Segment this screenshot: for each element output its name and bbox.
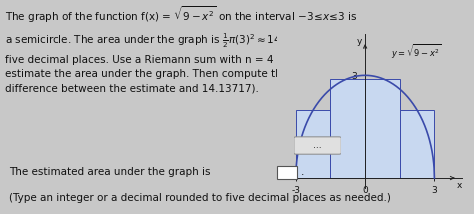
- Text: $y=\sqrt{9-x^2}$: $y=\sqrt{9-x^2}$: [391, 42, 441, 61]
- Bar: [330, 79, 365, 178]
- Text: .: .: [301, 167, 304, 177]
- FancyBboxPatch shape: [294, 137, 341, 154]
- Text: The estimated area under the graph is: The estimated area under the graph is: [9, 167, 211, 177]
- Bar: [365, 79, 400, 178]
- FancyBboxPatch shape: [277, 166, 297, 179]
- Text: The graph of the function f(x) = $\sqrt{9-x^2}$ on the interval $-3\!\leq\!x\!\l: The graph of the function f(x) = $\sqrt{…: [5, 4, 365, 93]
- Text: ...: ...: [313, 141, 322, 150]
- Bar: [296, 110, 330, 178]
- Bar: [400, 110, 434, 178]
- Text: y: y: [356, 37, 362, 46]
- Text: x: x: [457, 181, 463, 190]
- Text: (Type an integer or a decimal rounded to five decimal places as needed.): (Type an integer or a decimal rounded to…: [9, 193, 392, 203]
